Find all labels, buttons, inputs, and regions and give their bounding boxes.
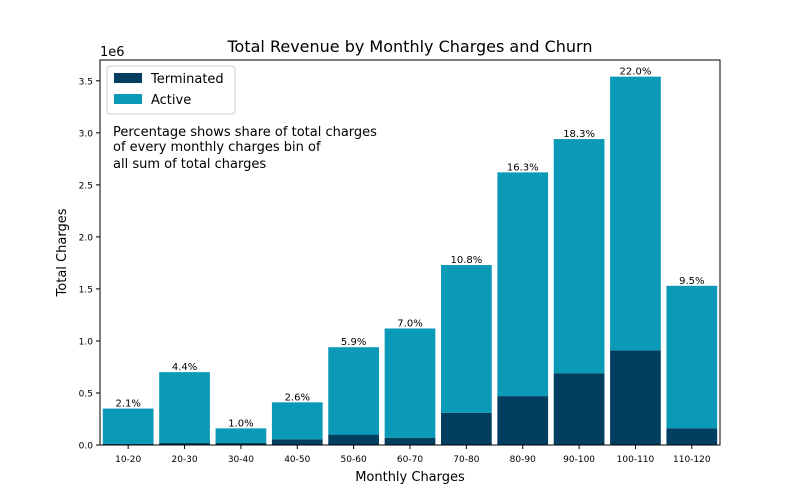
bar-terminated-50-60 — [328, 434, 379, 445]
percent-label-70-80: 10.8% — [450, 255, 482, 266]
y-tick-label-5: 2.5 — [79, 181, 93, 191]
legend-label-terminated: Terminated — [150, 72, 224, 87]
bar-terminated-30-40 — [215, 442, 267, 445]
y-ticks-group: 0.0 0.5 1.0 1.5 2.0 2.5 3.0 3.5 — [79, 77, 100, 452]
percent-label-100-110: 22.0% — [620, 67, 652, 78]
bar-terminated-10-20 — [102, 443, 154, 445]
bar-active-50-60 — [328, 347, 379, 435]
bar-terminated-20-30 — [159, 442, 210, 445]
chart-title: Total Revenue by Monthly Charges and Chu… — [227, 37, 593, 56]
y-tick-label-4: 2.0 — [79, 233, 94, 243]
bar-active-60-70 — [384, 328, 436, 438]
y-offset-label: 1e6 — [100, 45, 125, 60]
bar-active-80-90 — [497, 172, 549, 397]
x-tick-label-70-80: 70-80 — [453, 455, 479, 465]
legend-swatch-active — [114, 94, 142, 104]
percent-label-110-120: 9.5% — [679, 276, 704, 287]
annotation-line-3: all sum of total charges — [113, 157, 266, 172]
bars-group — [102, 76, 718, 445]
percent-label-90-100: 18.3% — [563, 129, 595, 140]
x-axis-label: Monthly Charges — [355, 470, 465, 485]
y-tick-label-2: 1.0 — [79, 337, 94, 347]
bar-terminated-110-120 — [666, 428, 718, 445]
percent-label-20-30: 4.4% — [172, 362, 197, 373]
y-tick-label-3: 1.5 — [79, 285, 93, 295]
percent-label-80-90: 16.3% — [507, 162, 539, 173]
y-tick-label-0: 0.0 — [79, 442, 94, 452]
plot-frame — [99, 59, 721, 446]
y-tick-label-6: 3.0 — [79, 129, 94, 139]
x-tick-label-50-60: 50-60 — [341, 455, 367, 465]
percent-labels-group: 2.1% 4.4% 1.0% 2.6% 5.9% 7.0% 10.8% 16.3% 18.3% 2… — [115, 67, 704, 430]
y-tick-label-7: 3.5 — [79, 77, 93, 87]
bar-terminated-40-50 — [271, 439, 323, 445]
bar-terminated-60-70 — [384, 437, 436, 445]
legend-label-active: Active — [151, 93, 191, 108]
bar-terminated-100-110 — [610, 350, 661, 445]
bar-active-10-20 — [102, 408, 154, 444]
bar-active-20-30 — [159, 372, 210, 443]
bar-active-70-80 — [441, 264, 492, 413]
y-tick-label-1: 0.5 — [79, 389, 93, 399]
y-axis-label: Total Charges — [55, 208, 70, 297]
x-tick-label-20-30: 20-30 — [171, 455, 197, 465]
percent-label-40-50: 2.6% — [285, 392, 310, 403]
x-tick-label-100-110: 100-110 — [617, 455, 655, 465]
annotation-line-2: of every monthly charges bin of — [113, 140, 321, 155]
x-tick-label-60-70: 60-70 — [397, 455, 423, 465]
bar-active-30-40 — [215, 428, 267, 443]
percent-label-60-70: 7.0% — [397, 318, 422, 329]
annotation-line-1: Percentage shows share of total charges — [113, 125, 377, 140]
legend: Terminated Active — [106, 65, 236, 115]
bar-terminated-80-90 — [497, 396, 549, 445]
bar-terminated-70-80 — [441, 412, 492, 445]
x-tick-label-30-40: 30-40 — [228, 455, 254, 465]
legend-swatch-terminated — [114, 73, 142, 83]
x-ticks-group: 10-20 20-30 30-40 40-50 50-60 60-70 70-80 80-90… — [115, 445, 711, 465]
x-tick-label-10-20: 10-20 — [115, 455, 141, 465]
annotation-text: Percentage shows share of total charges … — [113, 125, 377, 172]
bar-active-40-50 — [271, 402, 323, 440]
x-tick-label-80-90: 80-90 — [510, 455, 536, 465]
x-tick-label-40-50: 40-50 — [284, 455, 310, 465]
bar-active-100-110 — [610, 76, 661, 351]
percent-label-30-40: 1.0% — [228, 418, 253, 429]
x-tick-label-110-120: 110-120 — [673, 455, 711, 465]
percent-label-10-20: 2.1% — [115, 399, 140, 410]
bar-active-90-100 — [553, 139, 605, 374]
bar-active-110-120 — [666, 285, 718, 429]
bar-terminated-90-100 — [553, 373, 605, 445]
x-tick-label-90-100: 90-100 — [563, 455, 595, 465]
percent-label-50-60: 5.9% — [341, 337, 366, 348]
